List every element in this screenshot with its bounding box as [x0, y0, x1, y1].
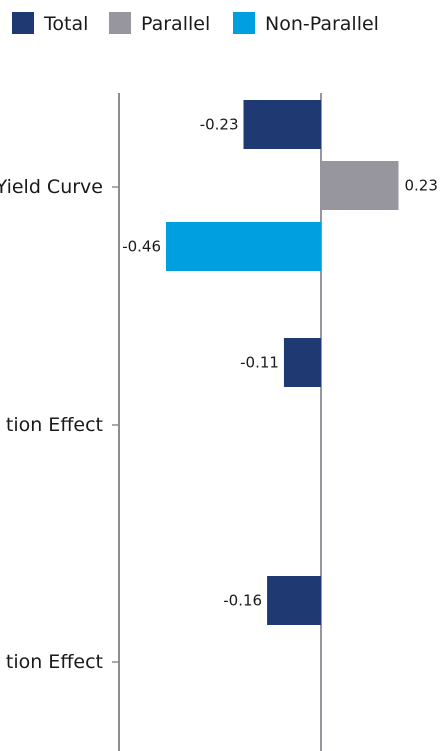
- legend-label-2: Parallel: [141, 13, 210, 35]
- data-label-non-parallel-1: -0.46: [122, 238, 161, 256]
- data-label-total-1: -0.23: [200, 116, 239, 134]
- legend-swatch-2: [109, 12, 131, 34]
- category-label-3: tion Effect: [6, 651, 103, 673]
- axes: Yield Curve tion Effect tion Effect: [0, 93, 322, 751]
- category-label-2: tion Effect: [6, 414, 103, 436]
- labels: -0.23 0.23 -0.46 -0.11 -0.16: [122, 116, 438, 610]
- bar-total-3: [267, 576, 321, 625]
- legend-swatch-1: [12, 12, 34, 34]
- legend-swatch-3: [233, 12, 255, 34]
- data-label-total-2: -0.11: [240, 354, 279, 372]
- bar-non-parallel-1: [166, 222, 321, 271]
- bar-total-1: [243, 100, 321, 149]
- legend-label-3: Non-Parallel: [265, 13, 379, 35]
- bars: [166, 100, 399, 625]
- legend: Total Parallel Non-Parallel: [12, 12, 379, 35]
- category-label-1: Yield Curve: [0, 176, 103, 198]
- bar-parallel-1: [321, 161, 399, 210]
- data-label-parallel-1: 0.23: [405, 177, 438, 195]
- legend-label-1: Total: [43, 13, 88, 35]
- data-label-total-3: -0.16: [223, 592, 262, 610]
- bar-total-2: [283, 338, 321, 387]
